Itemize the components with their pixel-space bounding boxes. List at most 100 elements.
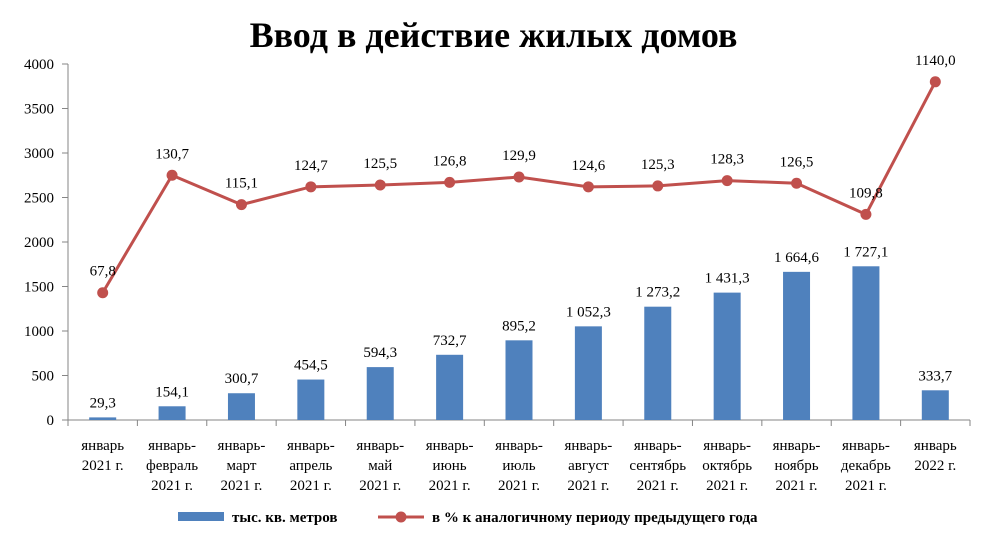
x-category-label-line: январь [81, 438, 124, 454]
line-point [444, 176, 456, 188]
bar [366, 367, 394, 420]
bar [297, 379, 325, 420]
legend-label-bar: тыс. кв. метров [232, 510, 337, 526]
bar-data-label: 895,2 [502, 318, 536, 334]
x-category-label: январь 2021 г. [81, 438, 124, 474]
x-category-label-line: июнь [433, 458, 467, 474]
x-category-label-line: 2021 г. [498, 478, 540, 494]
x-category-label: январь-апрель 2021 г. [287, 438, 335, 494]
x-category-label-line: 2021 г. [151, 478, 193, 494]
x-category-label-line: 2021 г. [706, 478, 748, 494]
line-data-label: 126,5 [780, 154, 814, 170]
x-category-label: январь-сентябрь 2021 г. [629, 438, 686, 494]
y-tick-label: 1000 [24, 324, 54, 340]
x-category-label-line: 2021 г. [359, 478, 401, 494]
x-category-label-line: 2021 г. [82, 458, 124, 474]
x-category-label-line: 2021 г. [220, 478, 262, 494]
x-category-label-line: октябрь [702, 458, 752, 474]
x-category-label-line: январь- [356, 438, 404, 454]
x-category-label-line: сентябрь [629, 458, 686, 474]
x-category-label-line: январь- [564, 438, 612, 454]
bar-data-label: 594,3 [363, 345, 397, 361]
legend: тыс. кв. метров в % к аналогичному период… [178, 510, 758, 526]
line-point [166, 169, 178, 181]
bar-data-label: 1 431,3 [705, 271, 750, 287]
line-point [305, 181, 317, 193]
bar [644, 306, 672, 420]
x-category-label-line: январь- [703, 438, 751, 454]
x-category-label-line: 2021 г. [637, 478, 679, 494]
x-category-label-line: май [368, 458, 392, 474]
x-category-label: январь-май 2021 г. [356, 438, 404, 494]
x-category-label: январь-февраль 2021 г. [146, 438, 198, 494]
bar [852, 266, 880, 420]
line-data-label: 125,3 [641, 157, 675, 173]
line-point [791, 177, 803, 189]
line-data-label: 124,6 [572, 158, 606, 174]
x-category-label-line: ноябрь [774, 458, 818, 474]
bar-series [89, 266, 949, 420]
line-data-label: 128,3 [710, 152, 744, 168]
bar [436, 354, 464, 420]
x-category-label-line: январь- [287, 438, 335, 454]
y-tick-label: 1500 [24, 280, 54, 296]
bar-data-label: 1 052,3 [566, 304, 611, 320]
y-tick-label: 2000 [24, 235, 54, 251]
x-category-label-line: январь- [426, 438, 474, 454]
bar-data-label: 300,7 [225, 371, 259, 387]
x-category-label-line: 2021 г. [776, 478, 818, 494]
legend-swatch-bar [178, 512, 224, 521]
x-category-label-line: январь- [773, 438, 821, 454]
line-point [513, 171, 525, 183]
bar-data-label: 1 727,1 [843, 244, 888, 260]
line-point [582, 181, 594, 193]
line-data-label: 67,8 [90, 264, 116, 280]
x-category-label-line: январь- [218, 438, 266, 454]
bar-data-label: 154,1 [155, 384, 189, 400]
y-tick-label: 3500 [24, 102, 54, 118]
line-data-label: 124,7 [294, 158, 328, 174]
line-data-label: 109,8 [849, 185, 883, 201]
bar [713, 292, 741, 420]
line-point [374, 179, 386, 191]
line-point [929, 76, 941, 88]
axes: 0 500 1000 1500 2000 2500 3000 3500 4000 [24, 57, 971, 429]
x-category-label-line: 2021 г. [290, 478, 332, 494]
bar [921, 390, 949, 420]
legend-swatch-marker [395, 511, 407, 523]
line-data-label: 115,1 [225, 176, 258, 192]
line-data-label: 129,9 [502, 148, 536, 164]
x-category-label-line: 2021 г. [845, 478, 887, 494]
legend-label-line: в % к аналогичному периоду предыдущего г… [432, 510, 758, 526]
bar [158, 406, 186, 420]
x-category-label: январь-июнь 2021 г. [426, 438, 474, 494]
line-point [235, 199, 247, 211]
line-point [721, 175, 733, 187]
line-data-label: 1140,0 [915, 53, 956, 69]
y-tick-label: 3000 [24, 146, 54, 162]
category-labels: январь 2021 г.январь-февраль 2021 г.январь… [81, 438, 957, 494]
x-category-label-line: июль [502, 458, 535, 474]
x-category-label: январь-октябрь 2021 г. [702, 438, 752, 494]
x-category-label-line: 2021 г. [429, 478, 471, 494]
x-category-label: январь-март 2021 г. [218, 438, 266, 494]
bar-data-label: 1 664,6 [774, 250, 820, 266]
bar [505, 340, 533, 420]
line-point [860, 208, 872, 220]
x-category-label: январь-август 2021 г. [564, 438, 612, 494]
line-series [97, 76, 941, 299]
x-category-label-line: декабрь [841, 458, 891, 474]
bar-data-label: 454,5 [294, 358, 328, 374]
bar-data-label: 29,3 [90, 395, 116, 411]
x-category-label-line: апрель [289, 458, 332, 474]
x-category-label-line: январь [914, 438, 957, 454]
x-category-label-line: август [568, 458, 609, 474]
x-category-label-line: февраль [146, 458, 198, 474]
y-tick-label: 2500 [24, 191, 54, 207]
line-data-label: 130,7 [155, 146, 189, 162]
data-labels: 29,3 154,1 300,7 454,5 594,3 732,7 895,2 1 052,… [90, 53, 956, 412]
bar [783, 271, 811, 420]
x-category-label: январь-июль 2021 г. [495, 438, 543, 494]
x-category-label-line: 2022 г. [914, 458, 956, 474]
